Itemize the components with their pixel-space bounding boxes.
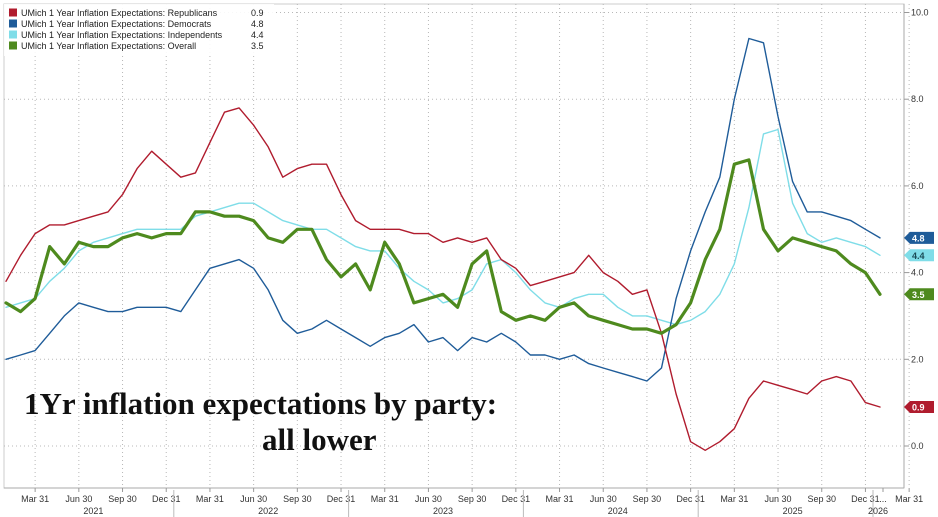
x-tick-label: Sep 30 xyxy=(283,494,312,504)
series-line-republicans xyxy=(5,107,881,451)
x-axis: Mar 31 Jun 30 Sep 30 Dec 31 Mar 31 Jun 30 Sep … xyxy=(4,487,923,517)
end-label: 3.5 xyxy=(904,288,934,301)
annotation-line-2: all lower xyxy=(262,422,377,457)
year-label: 2024 xyxy=(608,506,628,516)
x-tick-label: Jun 30 xyxy=(590,494,617,504)
legend-swatch xyxy=(9,19,17,28)
x-tick-label: Sep 30 xyxy=(108,494,137,504)
vertical-gridlines xyxy=(34,4,910,488)
legend-value: 0.9 xyxy=(251,8,264,18)
y-tick-label: 2.0 xyxy=(911,354,924,364)
end-label-box xyxy=(904,249,934,262)
year-label: 2022 xyxy=(258,506,278,516)
x-tick-label: Mar 31 xyxy=(196,494,224,504)
x-tick-label: Sep 30 xyxy=(633,494,662,504)
legend-background xyxy=(4,4,274,56)
end-label-box xyxy=(904,288,934,301)
series-line-overall xyxy=(4,158,882,335)
series-line-democrats xyxy=(5,37,881,382)
x-tick-label: Sep 30 xyxy=(807,494,836,504)
x-tick-label: Dec 31 xyxy=(152,494,181,504)
annotation-line-1: 1Yr inflation expectations by party: xyxy=(24,386,497,421)
y-tick-label: 0.0 xyxy=(911,441,924,451)
x-tick-label: Sep 30 xyxy=(458,494,487,504)
series-lines xyxy=(4,37,882,451)
y-tick-label: 8.0 xyxy=(911,94,924,104)
end-label-box xyxy=(904,231,934,244)
legend-label: UMich 1 Year Inflation Expectations: Rep… xyxy=(21,8,218,18)
x-tick-label: Jun 30 xyxy=(240,494,267,504)
x-tick-label: Mar 31 xyxy=(21,494,49,504)
x-tick-label: Jun 30 xyxy=(65,494,92,504)
y-tick-label: 6.0 xyxy=(911,181,924,191)
legend-label: UMich 1 Year Inflation Expectations: Ind… xyxy=(21,30,223,40)
x-tick-label: Dec 31 xyxy=(327,494,356,504)
x-tick-label: ... xyxy=(879,494,887,504)
legend-swatch xyxy=(9,8,17,17)
x-tick-label: Dec 31 xyxy=(676,494,705,504)
legend-value: 4.4 xyxy=(251,30,264,40)
end-label-value: 4.8 xyxy=(912,233,925,243)
legend: UMich 1 Year Inflation Expectations: Rep… xyxy=(4,4,274,56)
end-label-value: 0.9 xyxy=(912,402,925,412)
legend-label: UMich 1 Year Inflation Expectations: Ove… xyxy=(21,41,196,51)
end-label-box xyxy=(904,400,934,413)
x-tick-label: Mar 31 xyxy=(546,494,574,504)
x-tick-label: Jun 30 xyxy=(765,494,792,504)
x-tick-label: Dec 31 xyxy=(851,494,880,504)
end-label: 4.4 xyxy=(904,249,934,262)
year-label: 2021 xyxy=(83,506,103,516)
end-label-value: 4.4 xyxy=(912,251,925,261)
year-label: 2025 xyxy=(783,506,803,516)
legend-swatch xyxy=(9,41,17,50)
x-tick-label: Mar 31 xyxy=(895,494,923,504)
year-label: 2026 xyxy=(868,506,888,516)
end-label: 4.8 xyxy=(904,231,934,244)
end-labels: 0.9 4.8 4.4 3.5 xyxy=(904,231,934,413)
x-tick-label: Jun 30 xyxy=(415,494,442,504)
legend-value: 3.5 xyxy=(251,41,264,51)
legend-value: 4.8 xyxy=(251,19,264,29)
x-tick-label: Mar 31 xyxy=(720,494,748,504)
end-label: 0.9 xyxy=(904,400,934,413)
legend-swatch xyxy=(9,30,17,39)
year-label: 2023 xyxy=(433,506,453,516)
end-label-value: 3.5 xyxy=(912,290,925,300)
annotation: 1Yr inflation expectations by party: all… xyxy=(24,386,497,457)
y-axis: 0.0 2.0 4.0 6.0 8.0 10.0 xyxy=(903,4,929,488)
x-tick-label: Mar 31 xyxy=(371,494,399,504)
series-line-independents xyxy=(5,128,881,326)
y-tick-label: 4.0 xyxy=(911,268,924,278)
x-tick-label: Dec 31 xyxy=(502,494,531,504)
y-tick-label: 10.0 xyxy=(911,8,929,18)
legend-label: UMich 1 Year Inflation Expectations: Dem… xyxy=(21,19,212,29)
